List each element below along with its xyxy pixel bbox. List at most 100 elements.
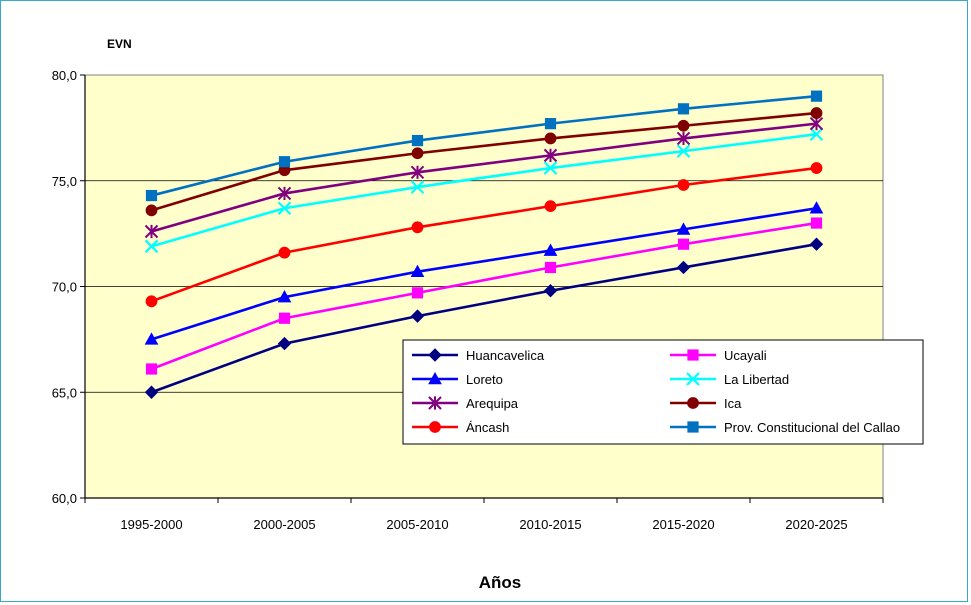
series-arequipa (144, 116, 824, 239)
series-group (144, 90, 824, 399)
data-point (544, 118, 557, 130)
series-prov-constitucional-del-callao (145, 90, 823, 202)
data-point (810, 162, 823, 174)
data-point (687, 349, 699, 361)
y-tick-label: 75,0 (52, 174, 77, 189)
legend-entry: Áncash (412, 420, 509, 435)
data-point (428, 396, 442, 410)
x-tick-label: 2010-2015 (519, 517, 581, 532)
data-point (144, 385, 159, 399)
y-tick-labels: 60,0 65,0 70,0 75,0 80,0 (52, 68, 77, 506)
x-tick-label: 2015-2020 (652, 517, 714, 532)
x-axis-label: Años (479, 573, 522, 592)
data-point (544, 132, 557, 145)
legend-label: Huancavelica (466, 348, 545, 363)
data-point (677, 238, 690, 250)
data-point (676, 144, 691, 158)
legend-label: Ucayali (724, 348, 767, 363)
data-point (411, 287, 424, 299)
data-point (544, 200, 557, 213)
data-point (676, 131, 691, 146)
data-point (145, 363, 158, 375)
legend-label: Áncash (466, 420, 509, 435)
data-point (809, 127, 824, 141)
data-point (677, 179, 690, 191)
x-tick-label: 1995-2000 (120, 517, 182, 532)
x-tick-label: 2000-2005 (253, 517, 315, 532)
legend-entry: Arequipa (412, 396, 519, 411)
data-point (810, 90, 823, 102)
legend-entry: Ica (670, 396, 742, 411)
data-point (677, 119, 690, 132)
data-point (686, 372, 700, 386)
legend: Huancavelica Ucayali Loreto La Libertad Areq… (402, 339, 924, 445)
data-point (543, 284, 558, 298)
legend-entry: Ucayali (670, 348, 767, 363)
data-point (411, 221, 424, 234)
legend-label: La Libertad (724, 372, 789, 387)
data-point (543, 148, 558, 163)
series-line (151, 94, 817, 197)
data-point (809, 116, 824, 131)
legend-entry: Huancavelica (412, 348, 545, 363)
series-ica (145, 107, 823, 217)
y-tick-label: 80,0 (52, 68, 77, 83)
data-point (544, 261, 557, 274)
axes (80, 74, 884, 503)
data-point (278, 312, 291, 324)
data-point (411, 134, 424, 147)
series-loreto (144, 201, 824, 345)
legend-label: Prov. Constitucional del Callao (724, 420, 900, 435)
data-point (145, 189, 158, 202)
series-line (151, 166, 817, 303)
y-tick-label: 60,0 (52, 491, 77, 506)
series-line (151, 122, 817, 233)
x-tick-label: 2020-2025 (785, 517, 847, 532)
x-tick-labels: 1995-2000 2000-2005 2005-2010 2010-2015 2015… (120, 517, 847, 532)
legend-box (402, 339, 924, 445)
data-point (809, 201, 824, 214)
data-point (278, 156, 291, 168)
data-point (145, 204, 158, 217)
series--ncash (145, 162, 823, 308)
data-point (277, 201, 292, 216)
data-point (278, 246, 291, 259)
y-tick-label: 65,0 (52, 385, 77, 400)
data-point (428, 371, 442, 385)
y-axis-label: EVN (107, 37, 132, 51)
data-point (277, 290, 292, 303)
data-point (810, 217, 823, 229)
series-line (151, 111, 817, 212)
data-point (145, 295, 158, 308)
data-point (677, 103, 690, 115)
data-point (687, 397, 699, 409)
series-huancavelica (144, 237, 824, 399)
data-point (144, 224, 159, 239)
series-la-libertad (144, 127, 824, 254)
y-tick-label: 70,0 (52, 280, 77, 295)
series-line (151, 242, 817, 394)
legend-label: Arequipa (466, 396, 519, 411)
legend-entry: Prov. Constitucional del Callao (670, 420, 900, 435)
series-ucayali (145, 217, 823, 375)
data-point (277, 186, 292, 201)
data-point (410, 180, 425, 194)
data-point (810, 107, 823, 119)
x-tick-label: 2005-2010 (386, 517, 448, 532)
data-point (428, 348, 442, 362)
data-point (687, 421, 699, 433)
data-point (676, 260, 691, 275)
data-point (410, 309, 425, 323)
data-point (144, 332, 159, 345)
series-line (151, 132, 817, 248)
data-point (543, 243, 558, 256)
legend-label: Loreto (466, 372, 503, 387)
legend-label: Ica (724, 396, 742, 411)
legend-entry: La Libertad (670, 372, 789, 387)
data-point (676, 222, 691, 235)
data-point (429, 421, 441, 433)
data-point (410, 165, 425, 179)
data-point (144, 239, 159, 254)
data-point (277, 336, 292, 351)
